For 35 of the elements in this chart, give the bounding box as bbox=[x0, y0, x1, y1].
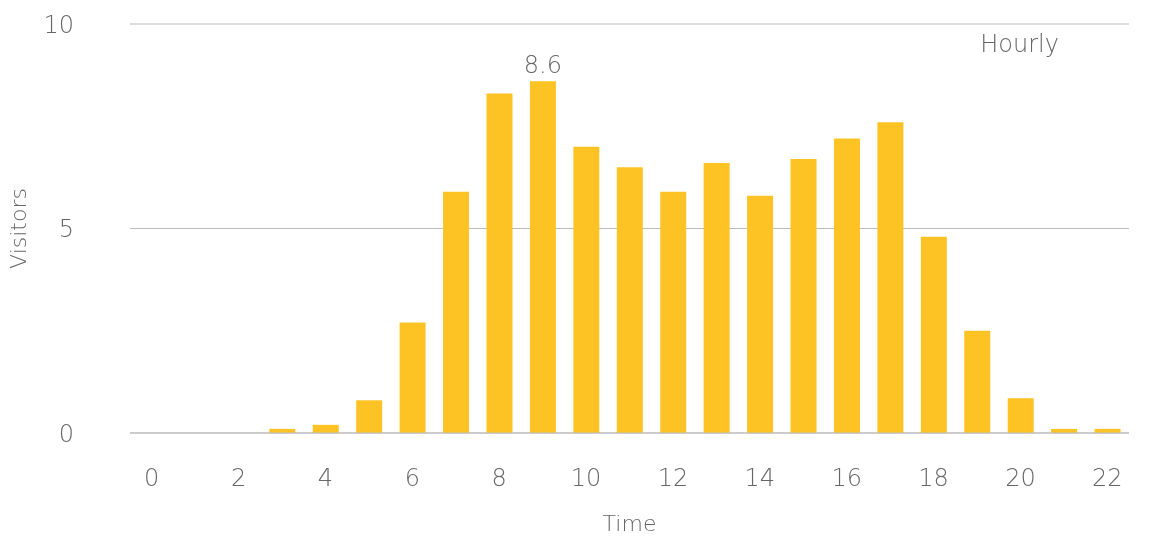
data-label: 8.6 bbox=[523, 51, 562, 80]
bar bbox=[790, 158, 817, 433]
bar bbox=[399, 322, 426, 433]
bar bbox=[747, 195, 774, 433]
x-tick-label: 12 bbox=[657, 464, 689, 493]
annotation: Hourly bbox=[980, 30, 1059, 58]
bar bbox=[486, 93, 513, 433]
bar bbox=[964, 330, 991, 433]
bar bbox=[529, 81, 556, 433]
y-tick-label: 5 bbox=[58, 215, 74, 244]
x-tick-label: 6 bbox=[404, 464, 420, 493]
bar bbox=[616, 167, 643, 433]
y-axis-title: Visitors bbox=[5, 188, 31, 269]
x-tick-label: 16 bbox=[831, 464, 862, 493]
bar bbox=[703, 163, 730, 433]
x-tick-label: 22 bbox=[1092, 464, 1123, 493]
bar bbox=[660, 191, 687, 433]
y-tick-label: 10 bbox=[43, 10, 74, 39]
bar bbox=[356, 400, 383, 433]
bar bbox=[443, 191, 470, 433]
bar bbox=[573, 146, 600, 433]
bar bbox=[833, 138, 860, 433]
bar bbox=[1007, 398, 1034, 433]
x-tick-label: 10 bbox=[570, 464, 602, 493]
x-tick-label: 20 bbox=[1005, 464, 1036, 493]
bar bbox=[877, 122, 904, 433]
x-tick-label: 18 bbox=[918, 464, 949, 493]
x-tick-label: 0 bbox=[144, 464, 160, 493]
y-tick-label: 0 bbox=[58, 419, 74, 448]
x-axis-title: Time bbox=[602, 511, 657, 536]
x-tick-label: 2 bbox=[230, 464, 247, 493]
x-tick-label: 4 bbox=[317, 464, 334, 493]
bar bbox=[920, 236, 947, 433]
x-tick-label: 8 bbox=[491, 464, 507, 493]
x-tick-label: 14 bbox=[744, 464, 776, 493]
